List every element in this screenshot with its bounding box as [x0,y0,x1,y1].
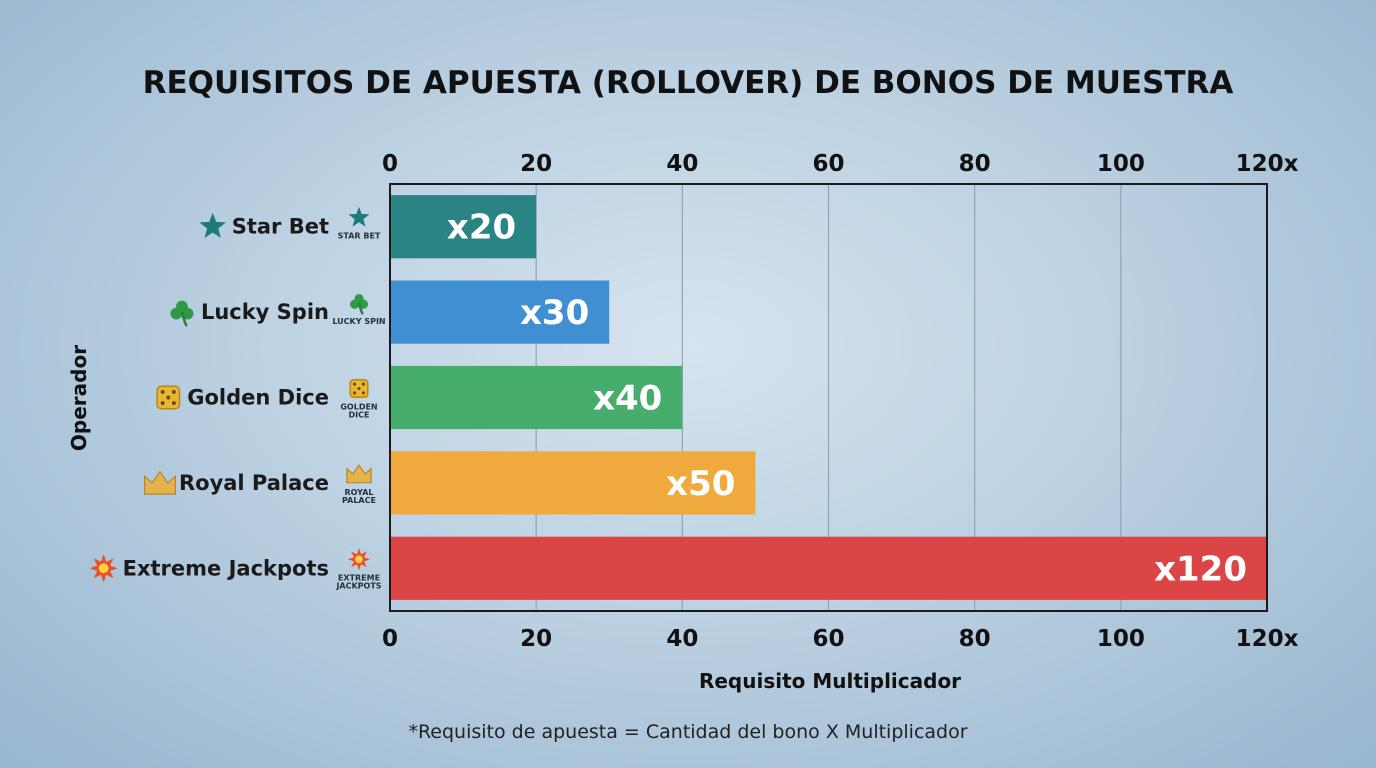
x-tick-label: 120x [1236,151,1299,177]
star-icon [348,206,370,227]
plot-frame [389,183,1268,612]
x-tick-label: 60 [812,626,844,652]
bar-value-label: x120 [1154,549,1247,589]
x-tick-label: 60 [812,151,844,177]
x-tick-label: 80 [959,151,991,177]
x-tick-label: 20 [520,626,552,652]
clover-icon [349,294,369,315]
dice-icon [349,378,369,399]
x-tick-label: 40 [666,151,698,177]
bar [390,536,1267,600]
x-tick-label: 100 [1097,151,1145,177]
logo-text: JACKPOTS [335,581,381,590]
bars: x20 x30 x40 x50 x120 [390,195,1267,600]
top-axis-ticks: 0 20 40 60 80 100 120x [382,151,1299,177]
dice-icon [156,385,181,410]
category-label: Extreme Jackpots [123,556,329,580]
logo-text: LUCKY SPIN [332,317,385,326]
x-tick-label: 120x [1236,626,1299,652]
logo-text: DICE [349,411,370,420]
logo-text: ROYAL [345,488,374,497]
logo-text: GOLDEN [340,403,377,412]
x-tick-label: 40 [666,626,698,652]
x-tick-label: 20 [520,151,552,177]
category-label: Royal Palace [179,471,329,495]
bar [390,195,537,259]
category-label: Star Bet [232,215,329,239]
bar-value-label: x30 [520,293,589,333]
crown-icon [346,464,372,484]
explosion-icon [348,548,370,571]
x-tick-label: 0 [382,626,398,652]
logo-text: STAR BET [338,232,381,241]
chart-title: REQUISITOS DE APUESTA (ROLLOVER) DE BONO… [143,65,1234,101]
explosion-icon [89,554,118,583]
category-label: Golden Dice [187,386,329,410]
bar-value-label: x20 [447,208,516,248]
bottom-axis-ticks: 0 20 40 60 80 100 120x [382,626,1299,652]
category-label: Lucky Spin [201,300,329,324]
bar [390,365,683,430]
bar-value-label: x50 [666,464,735,504]
footnote: *Requisito de apuesta = Cantidad del bon… [408,721,967,743]
bar-value-label: x40 [593,379,662,419]
logo-text: PALACE [342,496,376,505]
bar [390,451,756,515]
clover-icon [170,300,194,327]
star-icon [199,212,226,238]
category-labels: Star Bet STAR BET Lucky Spin LUCKY SPIN Gold… [89,206,386,590]
operator-logo: LUCKY SPIN [332,294,386,326]
operator-logo: STAR BET [338,206,381,241]
logo-text: EXTREME [338,573,380,582]
x-tick-label: 100 [1097,626,1145,652]
x-tick-label: 0 [382,151,398,177]
bar [390,280,610,344]
x-tick-label: 80 [959,626,991,652]
x-axis-label: Requisito Multiplicador [699,669,961,693]
y-axis-label: Operador [67,345,91,451]
crown-icon [143,470,176,495]
